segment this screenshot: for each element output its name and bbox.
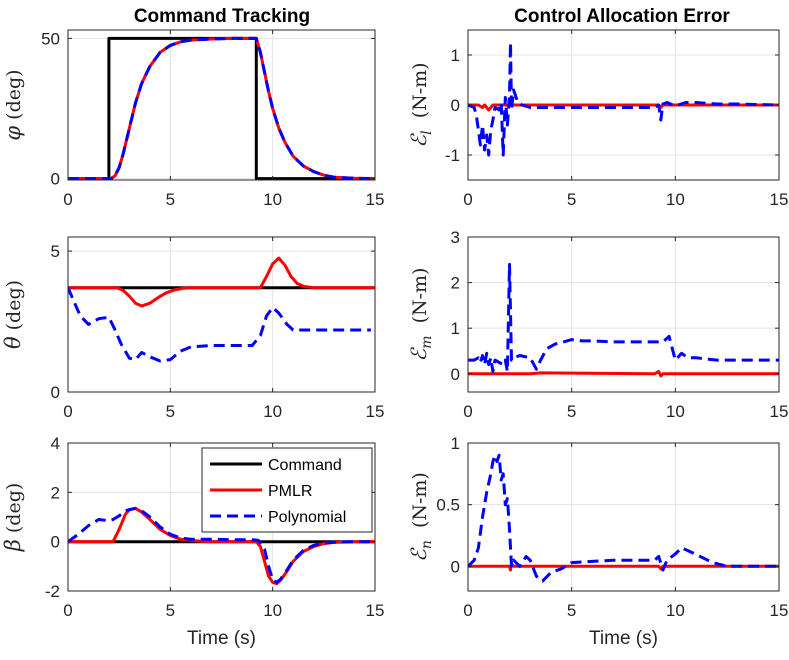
x-tick-label: 0: [63, 601, 72, 620]
legend-label-pmlr: PMLR: [268, 483, 312, 500]
y-axis-label: ℰn (N-m): [407, 472, 435, 562]
x-tick-label: 5: [567, 601, 576, 620]
x-tick-label: 10: [263, 601, 282, 620]
series-polynomial: [468, 41, 779, 157]
x-tick-label: 0: [463, 190, 472, 209]
x-tick-label: 10: [666, 402, 685, 421]
y-axis-label: ℰm (N-m): [407, 268, 435, 362]
series-polynomial: [68, 287, 371, 363]
subplot-4: 0 5 10 15 0 1 2 3 ℰm (N-m): [407, 228, 788, 421]
y-tick-label: 50: [41, 29, 60, 48]
y-tick-label: 0: [451, 557, 460, 576]
x-tick-label: 15: [770, 601, 789, 620]
x-tick-label: 0: [463, 601, 472, 620]
y-tick-label: 1: [451, 46, 460, 65]
x-tick-label: 10: [263, 402, 282, 421]
series-pmlr: [68, 36, 375, 180]
x-axis-label: Time (s): [589, 628, 658, 649]
x-tick-label: 10: [666, 601, 685, 620]
subplot-6: 0 5 10 15 0 0.5 1 ℰn (N-m) Time (s): [407, 434, 788, 649]
y-tick-label: 0: [451, 365, 460, 384]
series-polynomial: [468, 453, 779, 583]
series-pmlr: [468, 103, 779, 112]
y-tick-label: 0: [451, 96, 460, 115]
axes-box: [67, 29, 376, 181]
x-tick-label: 0: [63, 190, 72, 209]
x-tick-label: 5: [166, 190, 175, 209]
y-tick-label: 5: [51, 242, 60, 261]
y-axis-label: φ (deg): [1, 69, 25, 140]
series-polynomial: [468, 262, 779, 373]
subplot-3: 0 5 10 15 0 5 θ (deg): [1, 236, 385, 421]
x-tick-label: 15: [770, 190, 789, 209]
x-tick-label: 0: [463, 402, 472, 421]
y-tick-label: 1: [451, 319, 460, 338]
series-pmlr: [68, 256, 375, 308]
right-column-title: Control Allocation Error: [514, 6, 730, 27]
axes-box: [467, 442, 780, 592]
y-axis-label: θ (deg): [1, 280, 25, 349]
y-axis-label: ℰl (N-m): [407, 62, 435, 147]
y-tick-label: 2: [451, 274, 460, 293]
y-tick-label: -1: [445, 146, 460, 165]
y-tick-label: -2: [45, 582, 60, 601]
x-tick-label: 15: [366, 190, 385, 209]
x-tick-label: 5: [166, 402, 175, 421]
x-tick-label: 10: [666, 190, 685, 209]
y-tick-label: 0: [51, 170, 60, 189]
x-tick-label: 15: [770, 402, 789, 421]
x-tick-label: 5: [567, 402, 576, 421]
y-tick-label: 0: [51, 383, 60, 402]
y-tick-label: 0: [51, 533, 60, 552]
left-column-title: Command Tracking: [134, 6, 310, 27]
y-axis-label: β (deg): [1, 483, 25, 553]
series-polynomial: [68, 36, 375, 180]
series-command: [68, 36, 375, 180]
series-pmlr: [468, 370, 779, 378]
x-axis-label: Time (s): [187, 628, 256, 649]
legend-label-polynomial: Polynomial: [268, 509, 346, 526]
subplot-2: 0 5 10 15 -1 0 1 ℰl (N-m): [407, 29, 789, 209]
x-tick-label: 15: [366, 402, 385, 421]
x-tick-label: 5: [567, 190, 576, 209]
x-tick-label: 15: [366, 601, 385, 620]
y-tick-label: 0.5: [436, 496, 460, 515]
axes-box: [67, 442, 376, 592]
y-tick-label: 2: [51, 483, 60, 502]
x-tick-label: 0: [63, 402, 72, 421]
x-tick-label: 5: [166, 601, 175, 620]
axes-box: [467, 236, 780, 393]
series-pmlr: [468, 562, 779, 572]
legend: Command PMLR Polynomial: [201, 447, 373, 533]
y-tick-label: 1: [451, 434, 460, 453]
x-tick-label: 10: [263, 190, 282, 209]
axes-box: [67, 236, 376, 393]
legend-label-command: Command: [268, 457, 342, 474]
subplot-1: 0 5 10 15 0 50 φ (deg): [1, 29, 384, 209]
y-tick-label: 4: [51, 434, 60, 453]
y-tick-label: 3: [451, 228, 460, 247]
series-polynomial: [68, 506, 375, 584]
